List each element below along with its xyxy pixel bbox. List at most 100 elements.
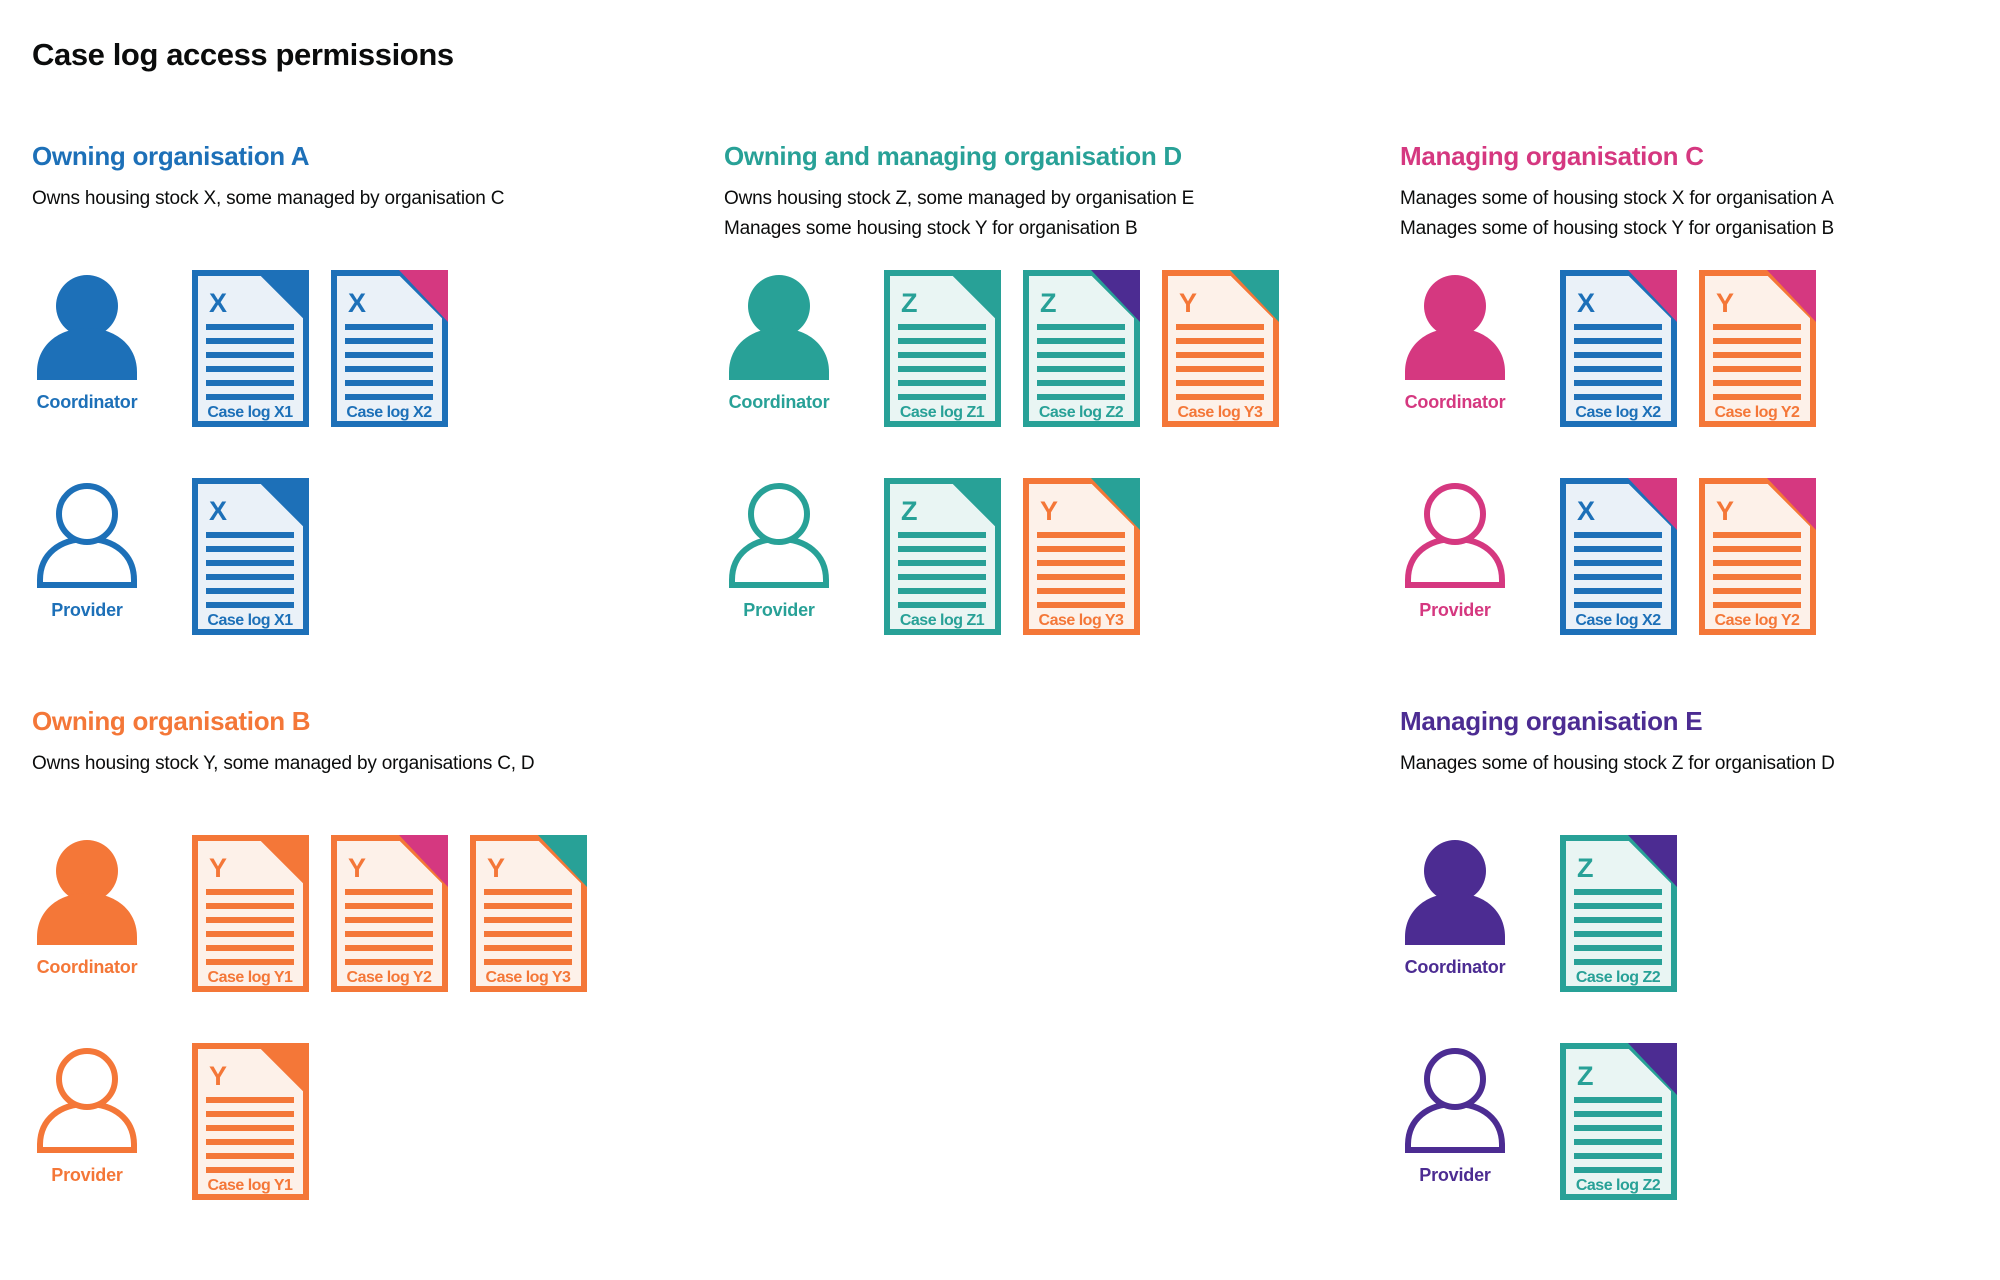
- document-icon: X Case log X2: [331, 270, 448, 427]
- document-label: Case log Z2: [1039, 404, 1124, 421]
- provider-row: Provider X Case log X1: [32, 478, 309, 635]
- document-page: [192, 478, 309, 635]
- document-letter: Z: [901, 496, 917, 526]
- document-label: Case log Z2: [1576, 1177, 1661, 1194]
- coordinator-person-icon: [1405, 840, 1505, 945]
- description-line: Manages some of housing stock Z for orga…: [1400, 753, 1835, 774]
- document-label: Case log X1: [207, 404, 293, 421]
- provider-label: Provider: [51, 1165, 123, 1185]
- provider-documents-group: Z Case log Z2: [1560, 1043, 1677, 1200]
- document-text-lines-icon: [206, 324, 294, 400]
- document-fold-icon: [260, 1043, 309, 1095]
- document-letter: X: [1577, 496, 1595, 526]
- document-fold-icon: [260, 270, 309, 322]
- document-page: [1162, 270, 1279, 427]
- document-letter: X: [209, 496, 227, 526]
- person-block: Coordinator: [32, 270, 192, 412]
- document-letter: Z: [1577, 1061, 1593, 1091]
- coordinator-person-icon: [1405, 275, 1505, 380]
- document-text-lines-icon: [345, 889, 433, 965]
- person-block: Coordinator: [1400, 270, 1560, 412]
- document-page: [1560, 478, 1677, 635]
- document-label: Case log X2: [1575, 612, 1661, 629]
- case-log-document: Z Case log Z2: [1560, 835, 1677, 992]
- document-letter: Y: [1040, 496, 1058, 526]
- document-label: Case log Z2: [1576, 969, 1661, 986]
- document-letter: X: [209, 288, 227, 318]
- provider-person-icon: [1405, 1048, 1505, 1153]
- document-text-lines-icon: [1037, 324, 1125, 400]
- document-label: Case log X2: [1575, 404, 1661, 421]
- provider-row: Provider Y Case log Y1: [32, 1043, 309, 1200]
- provider-label: Provider: [743, 600, 815, 620]
- coordinator-documents-group: Z Case log Z1 Z Case log Z2 Y Case log Y…: [884, 270, 1279, 427]
- description-line: Owns housing stock X, some managed by or…: [32, 188, 505, 209]
- document-page: [1560, 1043, 1677, 1200]
- document-fold-icon: [952, 478, 1001, 530]
- document-letter: Y: [209, 1061, 227, 1091]
- document-page: [1023, 270, 1140, 427]
- document-fold-icon: [399, 270, 448, 322]
- document-page: [884, 478, 1001, 635]
- document-letter: Y: [487, 853, 505, 883]
- document-letter: Z: [1040, 288, 1056, 318]
- document-fold-icon: [260, 835, 309, 887]
- document-letter: X: [1577, 288, 1595, 318]
- document-fold-icon: [1767, 478, 1816, 530]
- description-line: Manages some of housing stock Y for orga…: [1400, 218, 1834, 239]
- document-fold-icon: [260, 478, 309, 530]
- document-page: [331, 270, 448, 427]
- description-line: Owns housing stock Z, some managed by or…: [724, 188, 1195, 209]
- person-block: Provider: [32, 1043, 192, 1185]
- document-fold-icon: [1091, 270, 1140, 322]
- section-description: Manages some of housing stock Z for orga…: [1400, 749, 1995, 779]
- document-label: Case log Z1: [900, 612, 985, 629]
- organisation-section-b: Owning organisation B Owns housing stock…: [32, 705, 692, 1265]
- case-log-document: X Case log X1: [192, 270, 309, 427]
- provider-row: Provider Z Case log Z1 Y Case log Y3: [724, 478, 1140, 635]
- document-fold-icon: [1628, 478, 1677, 530]
- document-label: Case log Y3: [486, 969, 572, 986]
- document-label: Case log Y2: [1715, 404, 1801, 421]
- document-icon: X Case log X2: [1560, 478, 1677, 635]
- coordinator-label: Coordinator: [36, 392, 138, 412]
- coordinator-person-icon: [729, 275, 829, 380]
- person-block: Provider: [1400, 1043, 1560, 1185]
- organisation-section-d: Owning and managing organisation D Owns …: [724, 140, 1374, 700]
- document-text-lines-icon: [206, 889, 294, 965]
- provider-documents-group: X Case log X1: [192, 478, 309, 635]
- case-log-document: Y Case log Y3: [1162, 270, 1279, 427]
- document-text-lines-icon: [898, 532, 986, 608]
- coordinator-label: Coordinator: [36, 957, 138, 977]
- description-line: Manages some housing stock Y for organis…: [724, 218, 1138, 239]
- document-icon: Z Case log Z1: [884, 270, 1001, 427]
- coordinator-label: Coordinator: [1404, 957, 1506, 977]
- document-text-lines-icon: [1713, 532, 1801, 608]
- document-fold-icon: [399, 835, 448, 887]
- organisation-section-a: Owning organisation A Owns housing stock…: [32, 140, 692, 700]
- document-letter: Y: [348, 853, 366, 883]
- case-log-document: Y Case log Y2: [1699, 478, 1816, 635]
- document-icon: Y Case log Y2: [1699, 270, 1816, 427]
- document-letter: Y: [1179, 288, 1197, 318]
- document-icon: X Case log X1: [192, 270, 309, 427]
- document-letter: Z: [901, 288, 917, 318]
- document-letter: Z: [1577, 853, 1593, 883]
- case-log-document: Y Case log Y3: [1023, 478, 1140, 635]
- provider-person-icon: [37, 1048, 137, 1153]
- document-page: [1699, 478, 1816, 635]
- document-icon: Y Case log Y1: [192, 835, 309, 992]
- coordinator-label: Coordinator: [1404, 392, 1506, 412]
- person-block: Coordinator: [1400, 835, 1560, 977]
- document-label: Case log Y1: [208, 1177, 294, 1194]
- page-title: Case log access permissions: [32, 37, 454, 72]
- document-page: [1560, 835, 1677, 992]
- provider-person-icon: [37, 483, 137, 588]
- coordinator-person-icon: [37, 840, 137, 945]
- coordinator-documents-group: Y Case log Y1 Y Case log Y2 Y Case log Y…: [192, 835, 587, 992]
- coordinator-row: Coordinator X Case log X1 X Case log X2: [32, 270, 448, 427]
- provider-person-icon: [729, 483, 829, 588]
- organisation-section-e: Managing organisation E Manages some of …: [1400, 705, 1995, 1265]
- case-log-document: X Case log X1: [192, 478, 309, 635]
